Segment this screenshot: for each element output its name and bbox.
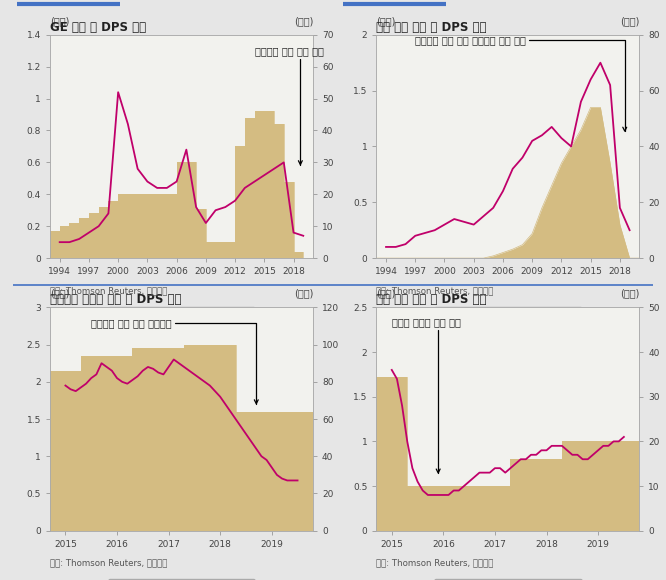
Legend: 주당배당금 (좌측), 주가 (우측): 주당배당금 (좌측), 주가 (우측) — [108, 307, 255, 325]
Text: 배당컷과 함께 주가 폭락: 배당컷과 함께 주가 폭락 — [254, 46, 324, 165]
Text: (달러): (달러) — [376, 16, 396, 26]
Text: 배당컷과 함께 주가 하락지속: 배당컷과 함께 주가 하락지속 — [91, 318, 258, 404]
Text: (달러): (달러) — [376, 288, 396, 299]
Text: 배당컷에 이은 배당 중단으로 주가 급락: 배당컷에 이은 배당 중단으로 주가 급락 — [416, 35, 627, 131]
Text: (달러): (달러) — [294, 16, 313, 26]
Text: 자료: Thomson Reuters, 삼성증권: 자료: Thomson Reuters, 삼성증권 — [50, 559, 167, 568]
Text: GE 주가 및 DPS 추이: GE 주가 및 DPS 추이 — [50, 21, 146, 34]
Text: (달러): (달러) — [620, 16, 639, 26]
Text: 배당컷 우려로 주가 급락: 배당컷 우려로 주가 급락 — [392, 317, 461, 473]
Text: (달러): (달러) — [620, 288, 639, 299]
Text: 자료: Thomson Reuters, 삼성증권: 자료: Thomson Reuters, 삼성증권 — [50, 286, 167, 295]
Text: 테바 제약 주가 및 DPS 추이: 테바 제약 주가 및 DPS 추이 — [376, 21, 487, 34]
Text: 크래프트 하인즈 주가 및 DPS 추이: 크래프트 하인즈 주가 및 DPS 추이 — [50, 293, 181, 306]
Text: 자료: Thomson Reuters, 삼성증권: 자료: Thomson Reuters, 삼성증권 — [376, 559, 494, 568]
Text: (달러): (달러) — [50, 288, 69, 299]
Legend: 주당배당금 (좌측), 주가 (우측): 주당배당금 (좌측), 주가 (우측) — [434, 307, 581, 325]
Text: (달러): (달러) — [294, 288, 313, 299]
Text: 자료: Thomson Reuters, 삼성증권: 자료: Thomson Reuters, 삼성증권 — [376, 286, 494, 295]
Text: 킨더 모건 주가 및 DPS 추이: 킨더 모건 주가 및 DPS 추이 — [376, 293, 487, 306]
Text: (달러): (달러) — [50, 16, 69, 26]
